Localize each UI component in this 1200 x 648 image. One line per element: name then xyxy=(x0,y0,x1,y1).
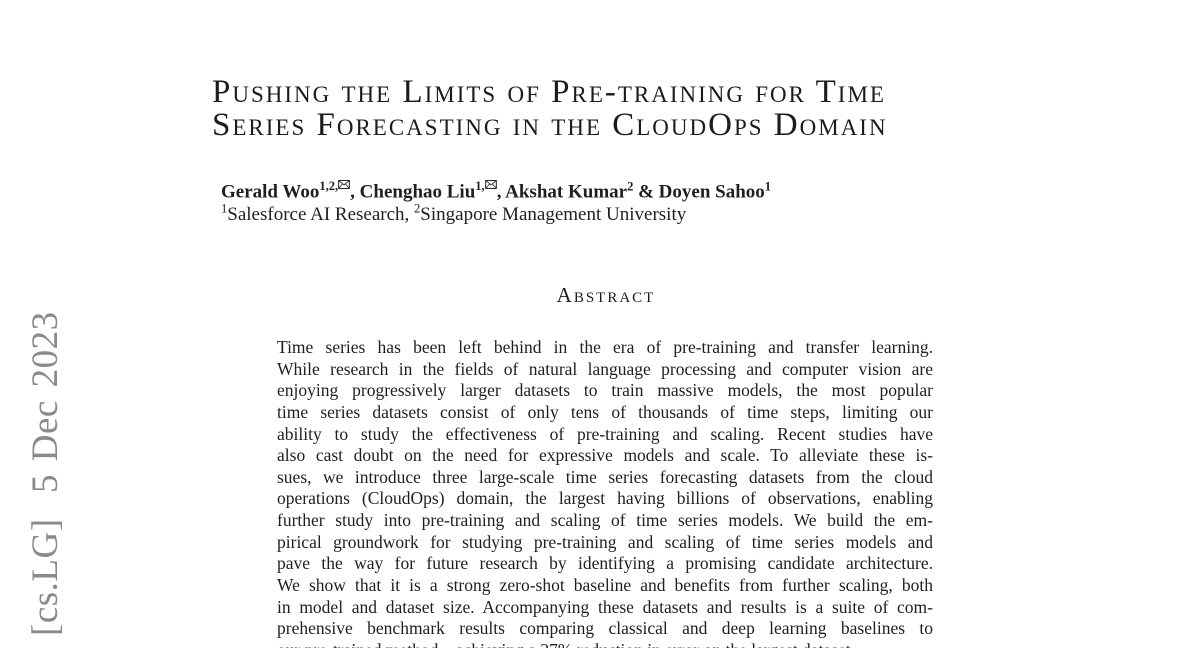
abstract-line: our pre-trained method – achieving a 27%… xyxy=(277,640,933,648)
affiliation-line: 1Salesforce AI Research, 2Singapore Mana… xyxy=(221,201,771,227)
abstract-line: operations (CloudOps) domain, the larges… xyxy=(277,488,933,509)
author-separator: , xyxy=(350,181,360,203)
abstract-line: in model and dataset size. Accompanying … xyxy=(277,596,933,617)
author-separator: & xyxy=(633,181,659,203)
author-superscript: 1, xyxy=(475,179,497,194)
author-name: Akshat Kumar xyxy=(505,181,628,203)
affiliation-text: Singapore Management University xyxy=(420,204,687,226)
abstract-line: also cast doubt on the need for expressi… xyxy=(277,445,933,466)
author-superscript: 2 xyxy=(627,179,634,194)
paper-title: Pushing the Limits of Pre-training for T… xyxy=(212,76,888,142)
abstract-line: Time series has been left behind in the … xyxy=(277,337,933,357)
author-separator: , xyxy=(496,181,506,203)
envelope-icon xyxy=(484,180,497,189)
author-name: Doyen Sahoo xyxy=(658,181,765,203)
abstract-line: ability to study the effectiveness of pr… xyxy=(277,423,933,444)
abstract-line: pirical groundwork for studying pre-trai… xyxy=(277,531,933,552)
paper-title-line-1: Pushing the Limits of Pre-training for T… xyxy=(212,74,886,110)
author-superscript: 1,2, xyxy=(319,179,350,193)
author-affil-refs: 1,2, xyxy=(319,179,339,194)
arxiv-watermark: [cs.LG] 5 Dec 2023 xyxy=(25,311,66,636)
abstract-line: time series datasets consist of only ten… xyxy=(277,401,933,422)
paper-title-line-2: Series Forecasting in the CloudOps Domai… xyxy=(212,107,888,143)
affiliation-superscript: 2 xyxy=(414,201,421,216)
author-superscript: 1 xyxy=(764,179,772,194)
author-name: Gerald Woo xyxy=(221,181,320,203)
author-line: Gerald Woo1,2,, Chenghao Liu1,, Akshat K… xyxy=(221,180,771,204)
author-affil-refs: 1, xyxy=(475,179,485,194)
abstract-line: further study into pre-training and scal… xyxy=(277,510,933,531)
affiliation-superscript: 1 xyxy=(221,201,228,216)
abstract-line: pave the way for future research by iden… xyxy=(277,553,933,574)
abstract-line: sues, we introduce three large-scale tim… xyxy=(277,466,933,487)
author-name: Chenghao Liu xyxy=(359,181,476,203)
abstract-line: We show that it is a strong zero-shot ba… xyxy=(277,575,933,596)
abstract-line: prehensive benchmark results comparing c… xyxy=(277,618,933,639)
abstract-text: Time series has been left behind in the … xyxy=(277,337,933,648)
affiliation-text: Salesforce AI Research, xyxy=(227,204,415,226)
abstract-line: While research in the fields of natural … xyxy=(277,358,933,379)
authors-block: Gerald Woo1,2,, Chenghao Liu1,, Akshat K… xyxy=(221,180,771,227)
abstract-heading: Abstract xyxy=(556,283,656,307)
abstract-line: enjoying progressively larger datasets t… xyxy=(277,380,933,401)
envelope-icon xyxy=(338,180,350,189)
